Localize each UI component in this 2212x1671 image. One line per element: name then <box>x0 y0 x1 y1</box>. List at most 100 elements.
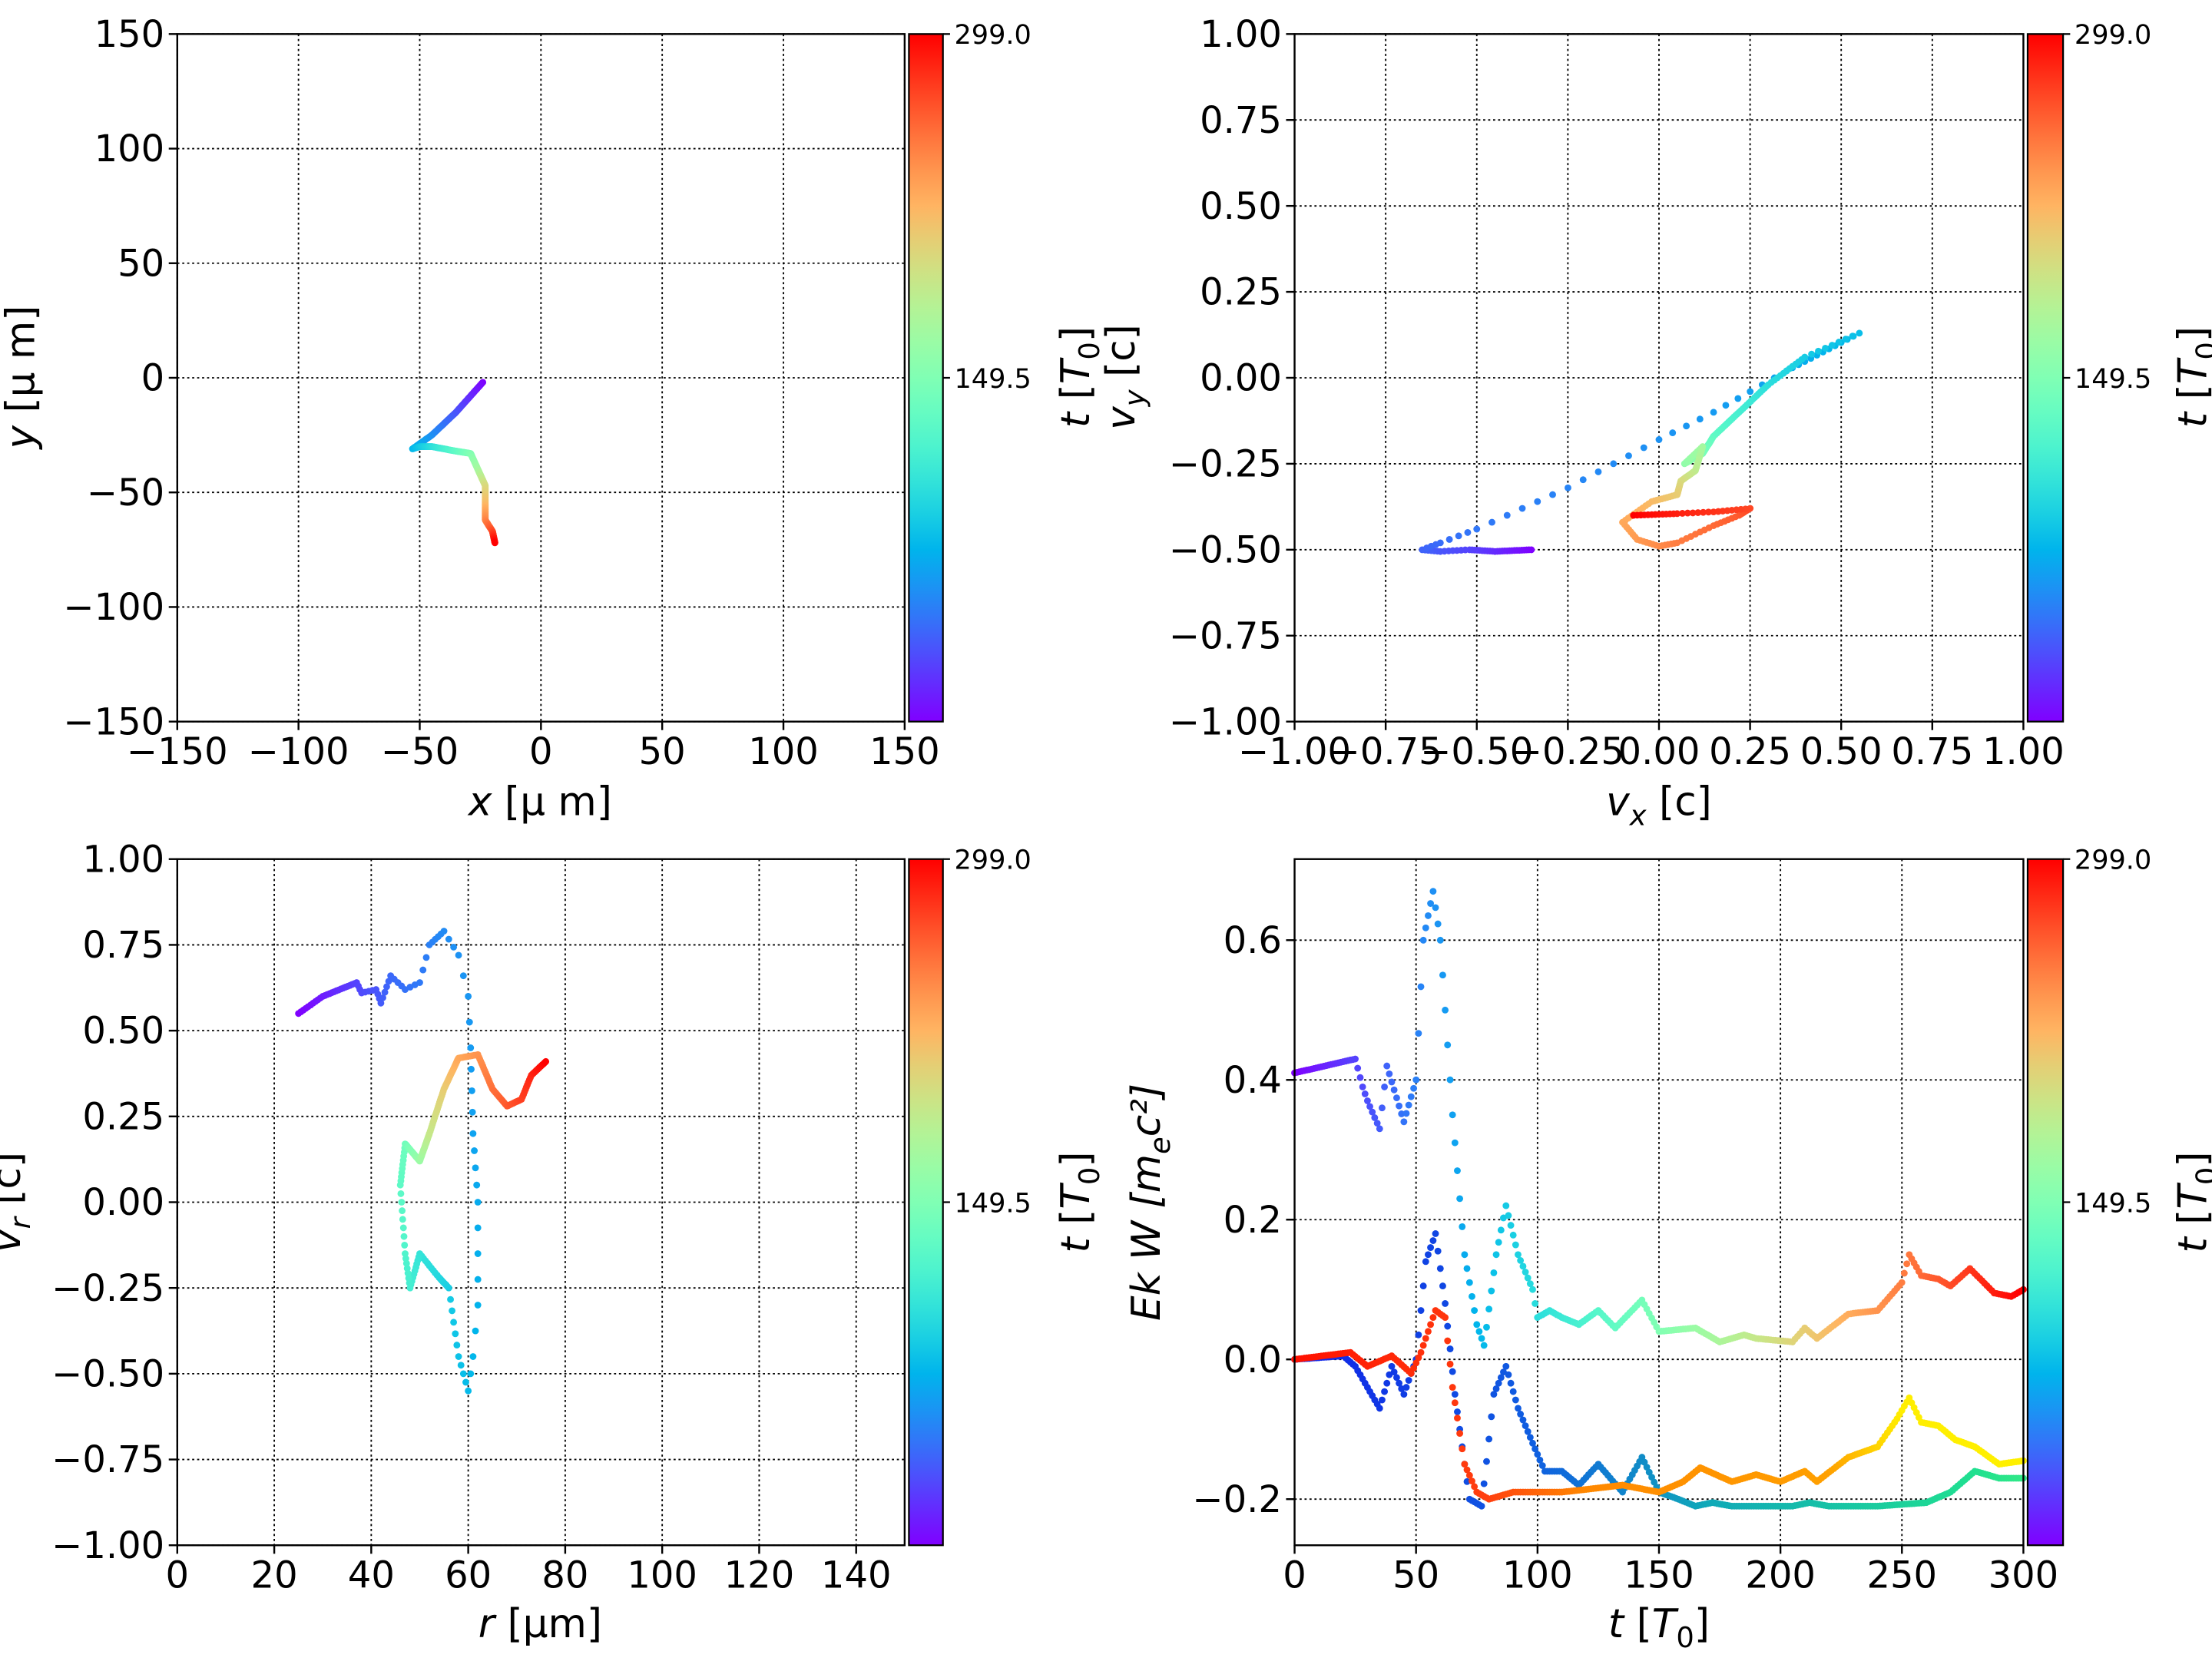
data-point <box>1512 1396 1519 1404</box>
panel-3: 0 20 40 60 80 100 120 140 −1.00 −0.75 −0.50 −0.25 0.… <box>51 838 1031 1597</box>
data-point <box>1747 388 1754 395</box>
axes-frame <box>176 33 906 723</box>
data-points <box>409 379 498 547</box>
x-tick-label: 0.50 <box>1800 730 1883 773</box>
data-point <box>1480 1480 1488 1487</box>
data-point <box>1434 1247 1442 1255</box>
data-point <box>1483 1323 1490 1331</box>
x-tick-label: 0.75 <box>1891 730 1973 773</box>
colorbar: 149.5 299.0 <box>2026 845 2151 1547</box>
x-tick-label: 0 <box>166 1554 190 1597</box>
data-point <box>1502 1362 1510 1370</box>
x-tick-label: 0 <box>529 730 553 773</box>
data-point <box>450 943 458 951</box>
data-point <box>1534 498 1541 505</box>
data-point <box>1522 1422 1529 1430</box>
y-tick-label: −1.00 <box>51 1524 164 1567</box>
data-point <box>1436 936 1444 944</box>
y-tick-label: 0.00 <box>82 1181 164 1224</box>
data-point <box>440 928 448 935</box>
data-point <box>1422 1335 1429 1342</box>
data-point <box>474 1199 482 1206</box>
x-tick-label: 60 <box>445 1554 492 1597</box>
data-point <box>474 1250 482 1257</box>
y-tick-label: 1.00 <box>82 838 164 881</box>
x-tick-label: 100 <box>627 1554 697 1597</box>
data-point <box>1485 1435 1493 1443</box>
data-point <box>1388 1078 1396 1086</box>
data-point <box>1469 1292 1475 1300</box>
y-tick-label: −0.50 <box>51 1352 164 1395</box>
data-point <box>1505 1212 1512 1219</box>
x-tick-label: −0.75 <box>1330 730 1442 773</box>
colorbar-tick-label: 149.5 <box>954 1187 1031 1219</box>
data-point <box>1696 415 1704 423</box>
data-point <box>1500 1368 1507 1376</box>
data-point <box>472 1327 479 1335</box>
ylabel-panel-4: Ek W [mec²] <box>1124 1084 1177 1321</box>
data-point <box>1643 1464 1651 1471</box>
data-point <box>1352 1055 1359 1063</box>
data-point <box>453 1342 461 1349</box>
data-point <box>1490 1269 1498 1276</box>
data-point <box>1432 904 1439 912</box>
data-point <box>1415 1331 1422 1338</box>
y-tick-label: 0.25 <box>1200 271 1282 314</box>
y-tick-label: 0.50 <box>82 1010 164 1053</box>
x-tick-label: 140 <box>821 1554 892 1597</box>
data-point <box>1505 1371 1512 1378</box>
data-point <box>1439 1282 1446 1290</box>
data-point <box>1683 422 1690 430</box>
data-point <box>1509 1388 1517 1395</box>
y-tick-label: 0.25 <box>82 1095 164 1138</box>
data-point <box>1815 347 1822 355</box>
data-points <box>1291 888 2027 1510</box>
colorbar: 149.5 299.0 <box>2026 19 2151 723</box>
data-point <box>1465 1279 1473 1286</box>
data-point <box>1386 1070 1393 1077</box>
colorbar-gradient <box>2026 33 2065 723</box>
ylabel-panel-3: vr [c] <box>0 1152 37 1252</box>
data-point <box>1517 1411 1525 1418</box>
data-point <box>1471 1307 1479 1314</box>
data-point <box>1454 1167 1461 1174</box>
data-point <box>1536 1456 1544 1464</box>
data-point <box>1442 1314 1449 1322</box>
data-point <box>1473 1321 1481 1329</box>
data-point <box>1532 1445 1539 1453</box>
data-point <box>1822 344 1829 352</box>
data-point <box>1465 1471 1473 1479</box>
colorbar-gradient <box>908 858 944 1547</box>
data-point <box>1449 1384 1456 1391</box>
y-tick-label: −1.00 <box>1169 700 1282 743</box>
data-point <box>1610 460 1618 468</box>
data-point <box>1483 1458 1490 1465</box>
ylabel-panel-2: vy [c] <box>1098 324 1151 430</box>
data-point <box>447 1295 454 1303</box>
data-point <box>1507 1379 1515 1387</box>
data-point <box>1734 395 1742 402</box>
data-point <box>1694 509 1702 516</box>
data-point <box>1393 1374 1400 1381</box>
series-2 <box>1291 1230 2027 1510</box>
data-point <box>1900 1269 1908 1277</box>
data-point <box>1518 505 1526 512</box>
data-point <box>449 1307 456 1315</box>
data-point <box>1469 1477 1475 1485</box>
data-point <box>468 1087 475 1094</box>
data-point <box>1529 1439 1536 1447</box>
x-tick-label: 80 <box>541 1554 588 1597</box>
data-point <box>465 1018 473 1026</box>
data-point <box>1524 1274 1532 1282</box>
data-point <box>403 1265 411 1272</box>
data-point <box>1519 1262 1527 1270</box>
y-tick-label: 0 <box>141 357 165 400</box>
data-point <box>457 1362 465 1369</box>
data-point <box>1359 1083 1366 1090</box>
data-point <box>1442 1006 1449 1014</box>
x-tick-label: −50 <box>381 730 459 773</box>
data-point <box>462 1378 469 1386</box>
data-point <box>1455 532 1462 540</box>
data-point <box>1356 1074 1364 1081</box>
